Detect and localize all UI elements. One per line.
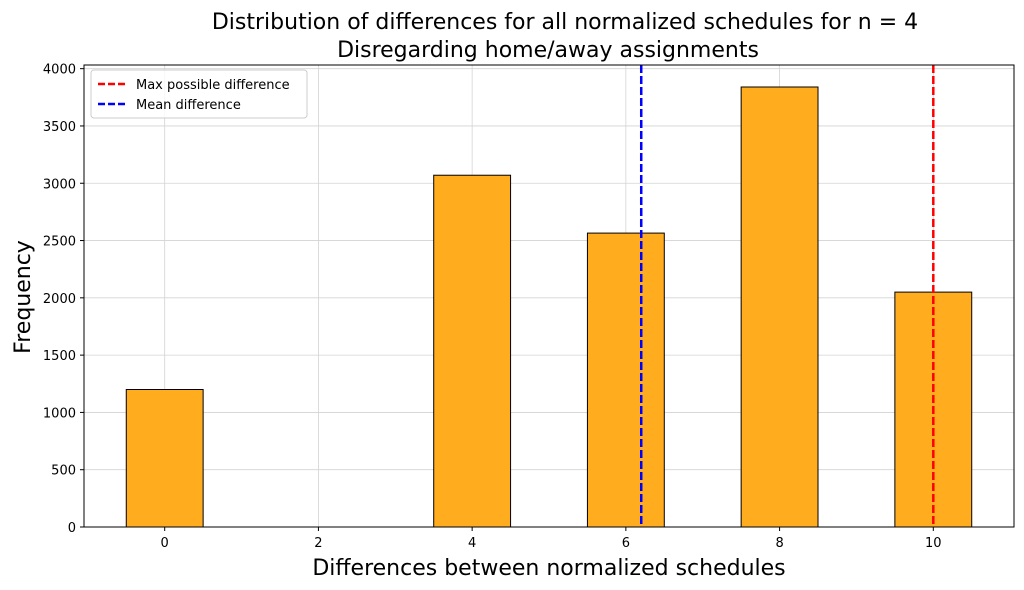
legend: Max possible difference Mean difference: [90, 69, 308, 119]
y-tick-label: 3500: [43, 120, 76, 135]
x-tick-label: 8: [775, 536, 783, 551]
grid: [84, 65, 1014, 528]
x-tick-label: 0: [161, 536, 169, 551]
y-tick-label: 500: [51, 464, 76, 479]
bar-0: [125, 389, 204, 528]
bars: [125, 86, 973, 528]
y-tick-label: 2000: [43, 292, 76, 307]
reference-lines: [639, 65, 935, 527]
legend-label-max-possible-difference: Max possible difference: [136, 78, 290, 93]
y-tick-label: 1500: [43, 349, 76, 364]
y-tick-label: 1000: [43, 406, 76, 421]
x-axis-label: Differences between normalized schedules: [312, 556, 785, 581]
y-tick-label: 0: [68, 521, 76, 536]
bar-4: [433, 174, 512, 528]
y-tick-label: 2500: [43, 235, 76, 250]
bar-6: [586, 232, 665, 528]
x-axis-ticks: 0 2 4 6 8 10: [161, 527, 942, 551]
chart-title: Distribution of differences for all norm…: [212, 10, 918, 35]
plot-frame: [83, 64, 1015, 528]
bar-8: [740, 86, 819, 528]
x-tick-label: 4: [468, 536, 476, 551]
y-axis-label: Frequency: [11, 240, 36, 354]
y-tick-label: 4000: [43, 63, 76, 78]
x-tick-label: 2: [314, 536, 322, 551]
x-tick-label: 6: [622, 536, 630, 551]
legend-label-mean-difference: Mean difference: [136, 98, 241, 113]
legend-box: [90, 69, 308, 119]
y-axis-ticks: 0 500 1000 1500 2000 2500 3000 3500 4000: [43, 63, 84, 536]
x-tick-label: 10: [925, 536, 942, 551]
y-tick-label: 3000: [43, 177, 76, 192]
chart-subtitle: Disregarding home/away assignments: [337, 38, 759, 63]
